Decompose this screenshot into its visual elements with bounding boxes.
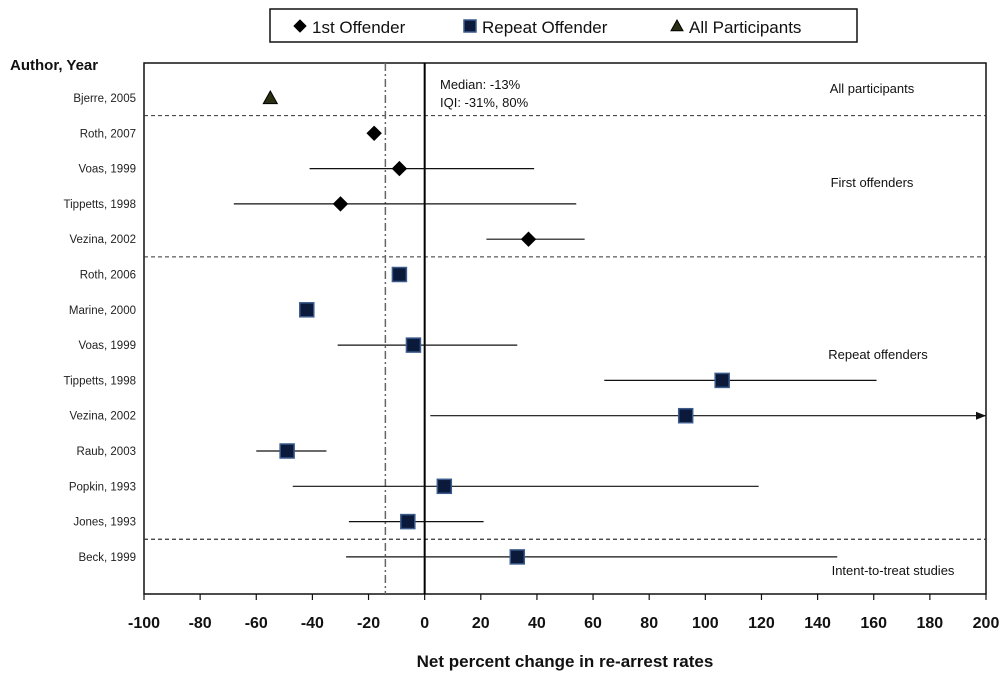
x-tick-label-9: 60 xyxy=(584,615,602,632)
point-marker-5 xyxy=(520,231,537,247)
x-tick-label-8: 40 xyxy=(528,615,546,632)
legend: 1st Offender Repeat Offender All Participa… xyxy=(269,8,858,43)
study-label-11: Raub, 2003 xyxy=(77,446,136,458)
study-label-7: Marine, 2000 xyxy=(69,305,136,317)
study-label-8: Voas, 1999 xyxy=(78,340,136,352)
study-label-1: Bjerre, 2005 xyxy=(73,93,136,105)
study-label-5: Vezina, 2002 xyxy=(69,234,136,246)
legend-frame xyxy=(269,8,858,43)
x-tick-label-2: -80 xyxy=(189,615,212,632)
point-marker-12 xyxy=(436,478,453,495)
point-marker-9 xyxy=(714,372,730,389)
section-label-4: Intent-to-treat studies xyxy=(832,563,955,578)
study-label-6: Roth, 2006 xyxy=(80,270,136,282)
study-label-14: Beck, 1999 xyxy=(78,552,136,564)
study-label-12: Popkin, 1993 xyxy=(69,481,136,493)
x-tick-label-12: 120 xyxy=(748,615,775,632)
y-axis-title: Author, Year xyxy=(10,57,98,74)
legend-marker-2 xyxy=(463,19,477,33)
legend-label-1: 1st Offender xyxy=(312,18,406,37)
study-label-10: Vezina, 2002 xyxy=(69,411,136,423)
iqi-annotation: IQI: -31%, 80% xyxy=(440,95,529,110)
legend-marker-1 xyxy=(293,19,307,33)
x-tick-label-10: 80 xyxy=(640,615,658,632)
plot-area-frame xyxy=(143,62,987,595)
point-marker-1 xyxy=(262,89,279,105)
section-label-1: All participants xyxy=(830,81,915,96)
point-marker-8 xyxy=(405,337,422,353)
x-tick-label-6: 0 xyxy=(420,615,429,632)
point-marker-4 xyxy=(332,196,349,212)
point-marker-13 xyxy=(400,513,416,530)
point-marker-2 xyxy=(366,125,382,142)
median-annotation: Median: -13% xyxy=(440,77,521,92)
x-tick-label-15: 180 xyxy=(917,615,944,632)
study-label-9: Tippetts, 1998 xyxy=(64,375,136,387)
section-label-3: Repeat offenders xyxy=(828,347,928,362)
x-tick-label-11: 100 xyxy=(692,615,719,632)
x-tick-label-4: -40 xyxy=(301,615,324,632)
point-marker-11 xyxy=(279,443,295,459)
study-label-4: Tippetts, 1998 xyxy=(64,199,136,211)
x-tick-label-1: -100 xyxy=(128,615,160,632)
study-label-3: Voas, 1999 xyxy=(78,164,136,176)
x-tick-label-13: 140 xyxy=(804,615,831,632)
point-marker-10 xyxy=(677,407,694,424)
x-tick-label-16: 200 xyxy=(973,615,1000,632)
point-marker-6 xyxy=(391,266,408,283)
x-tick-label-14: 160 xyxy=(860,615,887,632)
point-marker-14 xyxy=(509,549,526,565)
x-axis-title: Net percent change in re-arrest rates xyxy=(417,652,714,671)
x-tick-label-5: -20 xyxy=(357,615,380,632)
legend-marker-3 xyxy=(670,18,684,32)
legend-label-2: Repeat Offender xyxy=(482,18,608,37)
x-tick-label-3: -60 xyxy=(245,615,268,632)
study-label-2: Roth, 2007 xyxy=(80,128,136,140)
x-tick-label-7: 20 xyxy=(472,615,490,632)
point-marker-7 xyxy=(299,302,315,318)
legend-label-3: All Participants xyxy=(689,18,801,37)
point-marker-3 xyxy=(391,160,408,177)
ci-arrow-10 xyxy=(976,411,986,420)
study-label-13: Jones, 1993 xyxy=(73,517,136,529)
section-label-2: First offenders xyxy=(831,175,914,190)
